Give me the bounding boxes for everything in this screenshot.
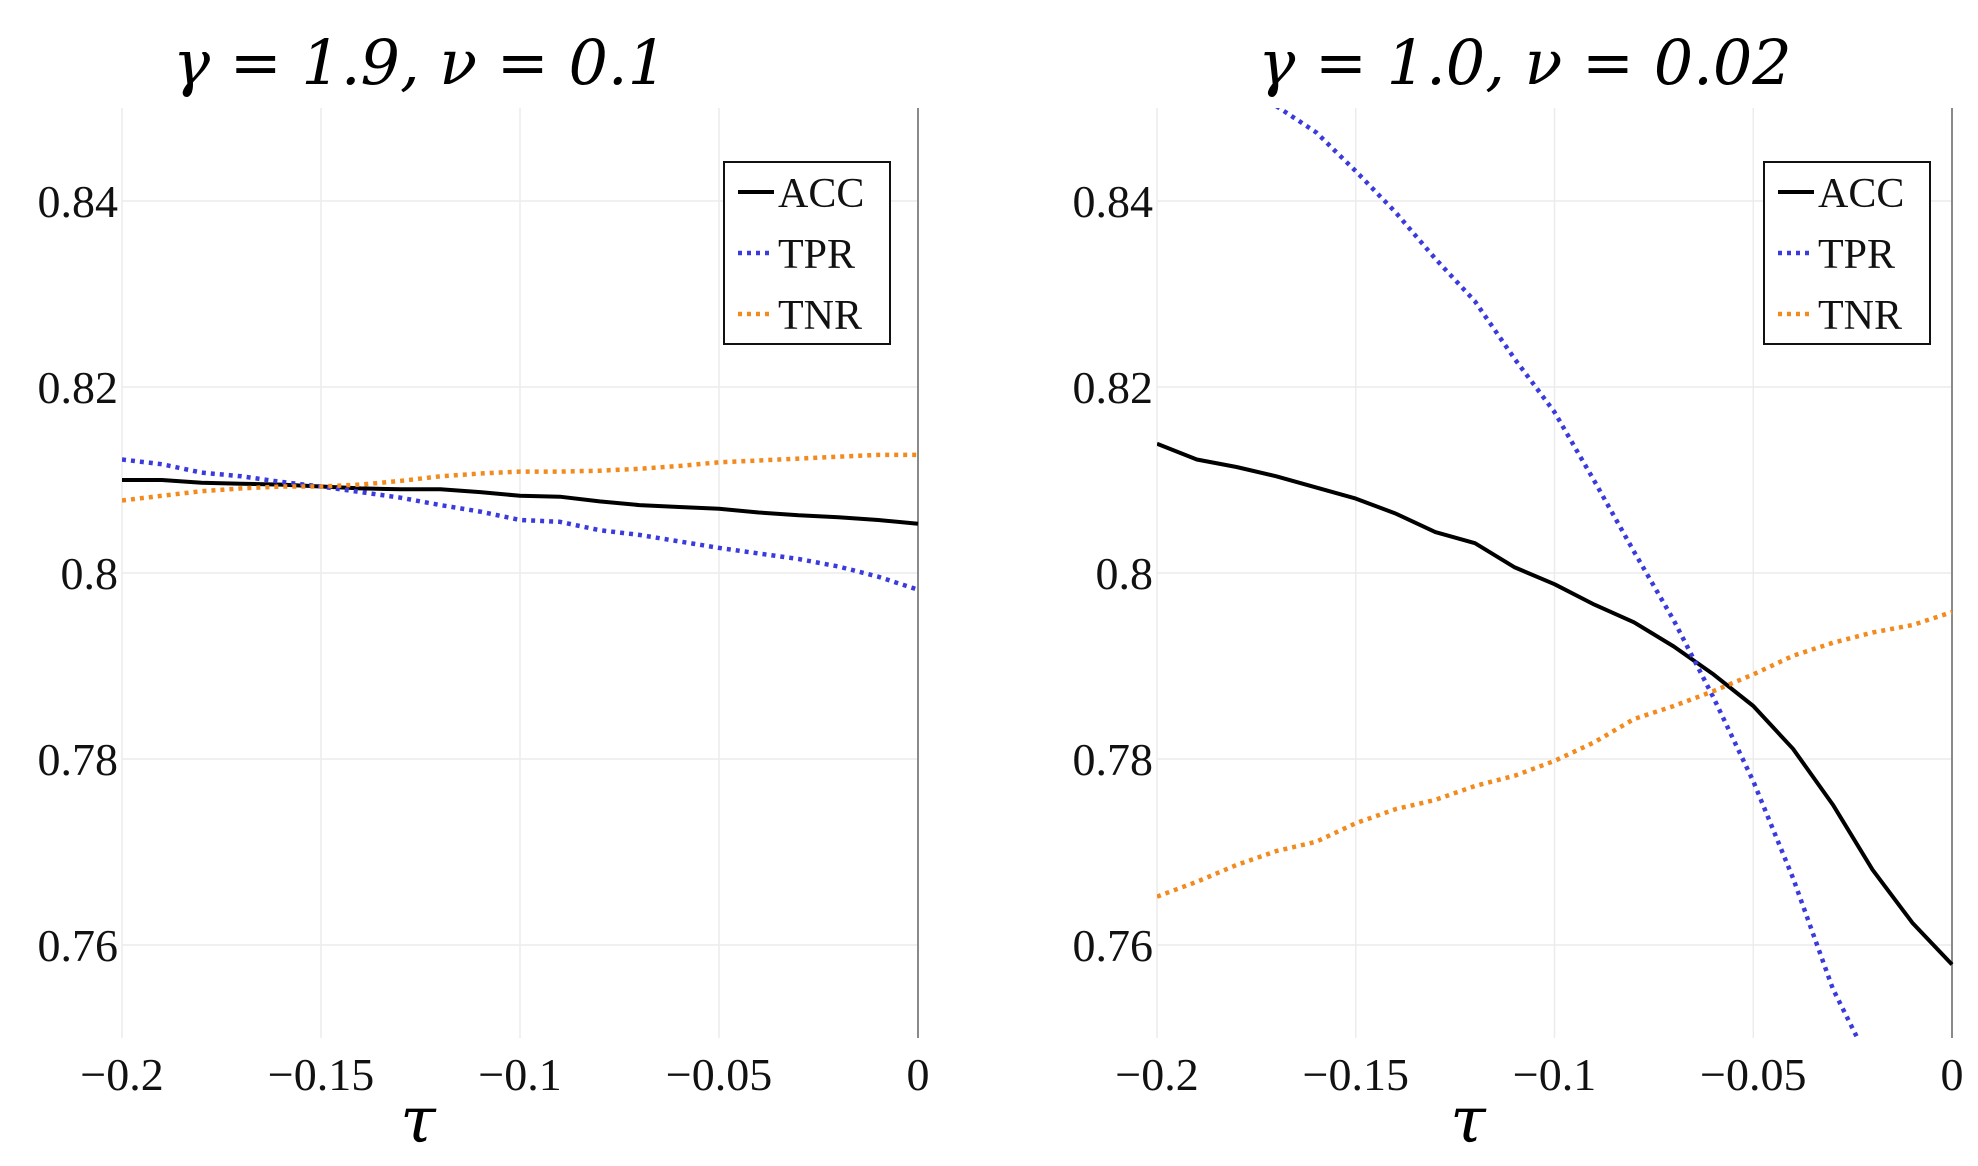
left-chart-y-tick-label: 0.84 <box>38 176 119 227</box>
right-chart-y-tick-label: 0.76 <box>1073 920 1154 971</box>
right-chart-x-axis-label: τ <box>1450 1084 1487 1158</box>
right-chart-x-tick-label: −0.2 <box>1115 1049 1198 1100</box>
right-chart-series-acc-line <box>1157 441 1954 966</box>
left-chart-series-tnr-line <box>122 452 918 503</box>
left-chart-x-tick-label: 0 <box>907 1049 930 1100</box>
left-chart-y-tick-label: 0.82 <box>38 362 119 413</box>
left-chart-legend: ACC TPR TNR <box>723 161 891 345</box>
left-chart-y-tick-label: 0.76 <box>38 920 119 971</box>
left-chart-x-tick-label: −0.15 <box>268 1049 374 1100</box>
right-chart-legend-label-tnr: TNR <box>1818 293 1902 339</box>
right-chart-x-tick-label: −0.05 <box>1700 1049 1806 1100</box>
right-chart-title: γ = 1.0, ν = 0.02 <box>1258 26 1792 99</box>
left-chart-x-tick-label: −0.2 <box>80 1049 163 1100</box>
right-chart-legend: ACC TPR TNR <box>1763 161 1931 345</box>
left-chart-legend-label-acc: ACC <box>778 171 864 217</box>
right-chart-series <box>1157 108 1954 1038</box>
left-chart-y-tick-label: 0.78 <box>38 734 119 785</box>
right-chart-x-tick-label: −0.1 <box>1513 1049 1596 1100</box>
right-chart-x-ticks: −0.2 −0.15 −0.1 −0.05 0 <box>1115 1049 1963 1100</box>
right-chart-y-tick-label: 0.84 <box>1073 176 1154 227</box>
left-chart-panel: γ = 1.9, ν = 0.1 0.76 0.78 0.8 0.82 0.84 −0.… <box>38 26 930 1158</box>
right-chart-x-tick-label: 0 <box>1941 1049 1964 1100</box>
right-chart-legend-label-tpr: TPR <box>1818 232 1895 278</box>
left-chart-legend-label-tpr: TPR <box>778 232 855 278</box>
left-chart-series <box>122 452 919 592</box>
left-chart-y-tick-label: 0.8 <box>61 548 119 599</box>
right-chart-y-tick-label: 0.8 <box>1096 548 1154 599</box>
right-chart-y-tick-label: 0.82 <box>1073 362 1154 413</box>
right-chart-panel: γ = 1.0, ν = 0.02 0.76 0.78 0.8 0.82 0.84 −0… <box>1073 26 1964 1158</box>
left-chart-series-acc-line <box>122 478 919 526</box>
right-chart-legend-label-acc: ACC <box>1818 171 1904 217</box>
right-chart-y-tick-label: 0.78 <box>1073 734 1154 785</box>
right-chart-x-tick-label: −0.15 <box>1303 1049 1409 1100</box>
left-chart-x-tick-label: −0.1 <box>478 1049 561 1100</box>
left-chart-title: γ = 1.9, ν = 0.1 <box>173 26 667 99</box>
left-chart-x-ticks: −0.2 −0.15 −0.1 −0.05 0 <box>80 1049 929 1100</box>
left-chart-legend-label-tnr: TNR <box>778 293 862 339</box>
right-chart-y-ticks: 0.76 0.78 0.8 0.82 0.84 <box>1073 176 1154 971</box>
left-chart-y-ticks: 0.76 0.78 0.8 0.82 0.84 <box>38 176 119 971</box>
left-chart-x-tick-label: −0.05 <box>666 1049 772 1100</box>
left-chart-x-axis-label: τ <box>400 1084 437 1158</box>
